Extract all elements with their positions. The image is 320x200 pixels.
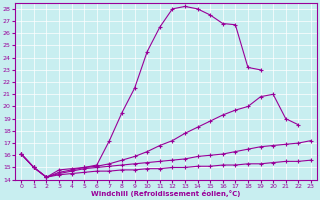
X-axis label: Windchill (Refroidissement éolien,°C): Windchill (Refroidissement éolien,°C) — [92, 190, 241, 197]
